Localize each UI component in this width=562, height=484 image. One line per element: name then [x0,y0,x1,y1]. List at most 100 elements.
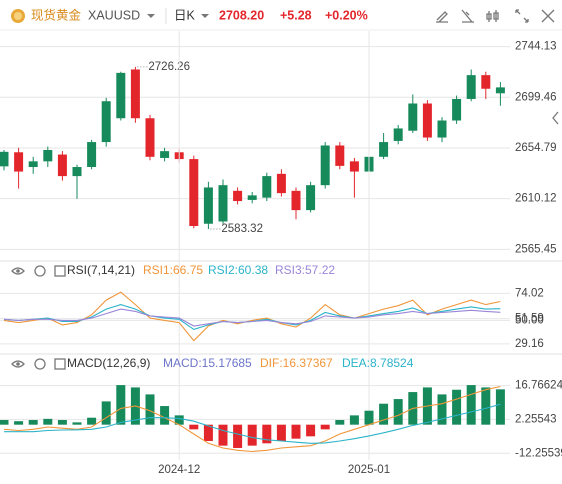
macd-bar [466,385,476,425]
dropdown-arrow[interactable] [147,14,155,18]
candle-body [481,75,491,89]
y-tick-label: 16.76624 [515,380,562,392]
candle-body [276,173,286,194]
legend-entry: DIF:16.37367 [260,356,333,370]
eye-icon[interactable] [11,267,25,275]
candle-body [145,118,155,157]
candle-body [349,161,359,172]
candle-body [291,190,301,211]
candle-body [306,185,316,211]
legend-entry: DEA:8.78524 [342,356,414,370]
legend-entry: RSI1:66.75 [143,263,203,277]
change: +5.28 [280,8,312,22]
y-tick-label: 2654.79 [515,142,557,154]
macd-bar [14,421,24,425]
candle-body [466,75,476,99]
macd-bar [87,417,97,425]
candle-body [233,190,243,202]
candle-body [408,103,418,131]
eye-pupil [16,362,20,366]
candle-body [262,176,272,198]
candle-body [247,195,257,200]
series-line [3,385,501,453]
candle-body [189,159,199,227]
macd-bar [320,424,330,430]
candle-body [57,154,67,177]
candle-body [28,161,38,168]
y-tick-label: 29.16 [515,338,544,350]
macd-bar [291,424,301,439]
macd-bar [452,389,462,425]
indicator-icon[interactable] [461,9,474,23]
legend-entry: MACD:15.17685 [163,356,252,370]
x-tick-label: 2025-01 [348,464,390,476]
legend-entry: RSI3:57.22 [275,263,335,277]
settings-icon[interactable] [34,358,46,370]
min-label: 2583.32 [221,223,263,235]
macd-bar [364,410,374,425]
candle-body [393,128,403,141]
expand-arrow[interactable] [552,111,559,125]
instrument-name[interactable]: 现货黄金 [31,7,82,22]
fullscreen-icon[interactable] [515,9,529,23]
y-tick-label: 74.02 [515,287,544,299]
eye-pupil [16,269,20,273]
dropdown-arrow[interactable] [201,14,209,18]
macd-bar [116,385,126,425]
macd-bar [203,424,213,441]
x-tick-label: 2024-12 [158,464,200,476]
macd-bar [276,424,286,441]
candle-body [422,103,432,138]
candle-body [379,142,389,157]
macd-bar [306,424,316,437]
macd-bar [43,418,53,425]
series-line [3,291,501,342]
y-tick-label: 51.59 [515,313,544,325]
change-pct: +0.20% [325,8,368,22]
y-tick-label: 2.25543 [515,413,557,425]
macd-bar [437,394,447,425]
macd-bar [28,420,38,425]
y-tick-label: 2699.46 [515,91,557,103]
macd-bar [189,424,199,430]
y-tick-label: 2565.45 [515,243,557,255]
price: 2708.20 [219,8,264,22]
macd-bar [160,406,170,425]
settings-icon[interactable] [34,265,46,277]
close-box[interactable] [54,358,66,370]
y-tick-label: -12.25539 [515,447,562,459]
legend-entry: RSI2:60.38 [208,263,268,277]
draw-icon[interactable] [436,11,448,23]
candle-body [160,151,170,158]
candle-body [72,167,82,177]
close-box[interactable] [54,265,66,277]
period[interactable]: 日K [174,8,196,22]
candle-body [437,120,447,138]
candle-body [203,187,213,224]
macd-bar [218,424,228,446]
macd-bar [0,420,9,425]
gold-icon-inner [14,12,22,20]
macd-bar [335,420,345,425]
candle-body [87,142,97,168]
instrument-symbol[interactable]: XAUUSD [88,8,140,22]
y-tick-label: 2610.12 [515,193,557,205]
candle-body [495,87,505,94]
close-icon[interactable] [541,9,555,23]
macd-bar [145,394,155,425]
macd-bar [262,424,272,444]
macd-bar [101,401,111,425]
macd-bar [247,424,257,446]
candle-body [130,69,140,119]
series-line [3,308,501,327]
macd-bar [72,422,82,425]
candle-body [320,145,330,186]
eye-icon[interactable] [11,360,25,368]
candle-icon[interactable] [486,10,499,22]
y-tick-label: 50.00 [515,314,544,326]
toolbar [436,9,555,23]
max-label: 2726.26 [148,61,190,73]
candle-body [452,98,462,121]
candle-body [218,185,228,222]
